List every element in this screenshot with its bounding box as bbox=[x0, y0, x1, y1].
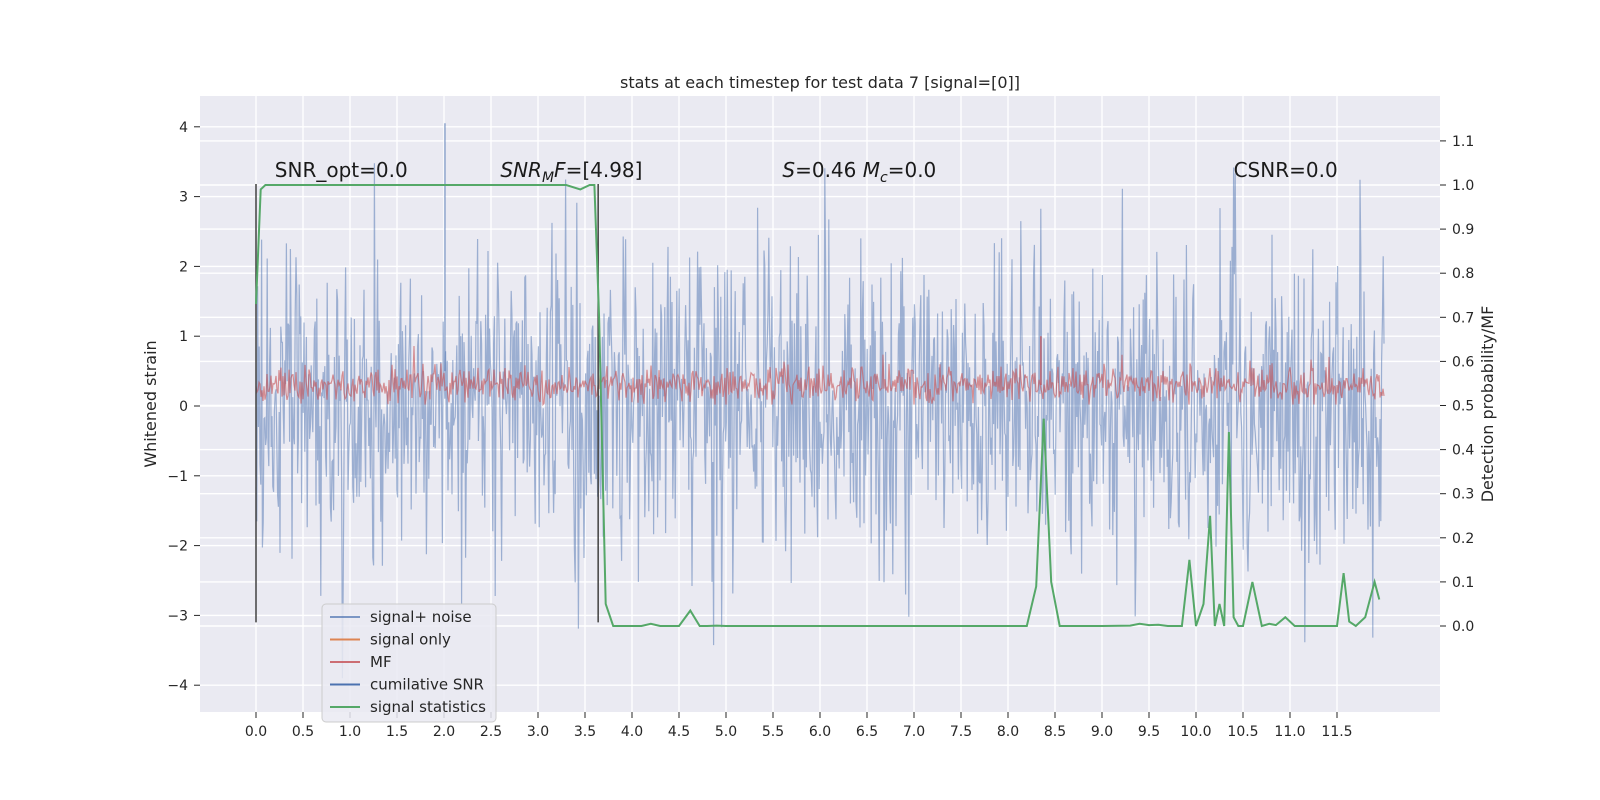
y-left-tick-label-0: 4 bbox=[179, 120, 188, 136]
y-right-tick-label-4: 0.7 bbox=[1452, 310, 1474, 326]
x-tick-label-4: 2.0 bbox=[433, 724, 455, 740]
x-tick-label-21: 10.5 bbox=[1227, 724, 1258, 740]
y-left-tick-label-7: −3 bbox=[167, 608, 188, 624]
x-tick-label-3: 1.5 bbox=[386, 724, 408, 740]
x-tick-label-23: 11.5 bbox=[1321, 724, 1352, 740]
chart-title: stats at each timestep for test data 7 [… bbox=[620, 73, 1020, 92]
y-right-tick-label-5: 0.6 bbox=[1452, 354, 1474, 370]
annotation-csnr-part-0: CSNR=0.0 bbox=[1234, 158, 1338, 182]
annotation-s-mc-part-4: =0.0 bbox=[888, 158, 937, 182]
y-right-tick-label-9: 0.2 bbox=[1452, 531, 1474, 547]
y-left-tick-label-1: 3 bbox=[179, 190, 188, 206]
annotation-snr-opt: SNR_opt=0.0 bbox=[275, 158, 408, 182]
annotation-snr-mf: SNRMF=[4.98] bbox=[500, 158, 642, 186]
legend-label-3: cumilative SNR bbox=[370, 676, 484, 694]
y-axis-right-title: Detection probability/MF bbox=[1478, 306, 1497, 503]
mf-line bbox=[255, 345, 1385, 407]
legend-label-2: MF bbox=[370, 653, 392, 671]
x-tick-label-20: 10.0 bbox=[1180, 724, 1211, 740]
y-left-tick-label-3: 1 bbox=[179, 329, 188, 345]
y-right-tick-label-8: 0.3 bbox=[1452, 487, 1474, 503]
x-tick-label-1: 0.5 bbox=[292, 724, 314, 740]
x-tick-label-19: 9.5 bbox=[1138, 724, 1160, 740]
annotation-snr-mf-part-3: =[4.98] bbox=[566, 158, 643, 182]
y-right-tick-label-3: 0.8 bbox=[1452, 266, 1474, 282]
y-right-axis-ticks: 1.1 1.0 0.9 0.8 0.7 0.6 0.5 0.4 0.3 0.2 0.1 0.0 bbox=[1440, 134, 1474, 635]
annotation-s-mc-part-3: c bbox=[880, 170, 888, 186]
x-tick-label-14: 7.0 bbox=[903, 724, 925, 740]
y-right-tick-label-10: 0.1 bbox=[1452, 575, 1474, 591]
annotation-s-mc-part-2: M bbox=[863, 158, 880, 182]
annotation-s-mc-part-1: =0.46 bbox=[795, 158, 863, 182]
x-tick-label-9: 4.5 bbox=[668, 724, 690, 740]
annotations: SNR_opt=0.0 SNRMF=[4.98] S=0.46 Mc=0.0 CSNR… bbox=[275, 158, 1338, 186]
legend: signal+ noise signal only MF cumilative SNR… bbox=[321, 603, 497, 723]
x-tick-label-16: 8.0 bbox=[997, 724, 1019, 740]
annotation-snr-mf-part-0: SNR bbox=[500, 158, 542, 182]
signal-statistics-line bbox=[255, 184, 1381, 628]
x-tick-label-8: 4.0 bbox=[621, 724, 643, 740]
annotation-s-mc-part-0: S bbox=[782, 158, 795, 182]
x-axis-ticks: 0.0 0.5 1.0 1.5 2.0 2.5 3.0 3.5 4.0 4.5 5.0 5.5 6.0 6… bbox=[245, 712, 1353, 740]
y-left-axis-ticks: 4 3 2 1 0 −1 −2 −3 −4 bbox=[167, 120, 200, 694]
y-left-tick-label-6: −2 bbox=[167, 539, 188, 555]
y-left-tick-label-8: −4 bbox=[167, 678, 188, 694]
x-tick-label-17: 8.5 bbox=[1044, 724, 1066, 740]
x-tick-label-22: 11.0 bbox=[1274, 724, 1305, 740]
legend-label-4: signal statistics bbox=[370, 698, 486, 716]
x-tick-label-10: 5.0 bbox=[715, 724, 737, 740]
annotation-snr-mf-part-2: F bbox=[554, 158, 566, 182]
annotation-snr-mf-part-1: M bbox=[542, 170, 554, 186]
y-right-tick-label-1: 1.0 bbox=[1452, 178, 1474, 194]
x-tick-label-7: 3.5 bbox=[574, 724, 596, 740]
y-left-tick-label-4: 0 bbox=[179, 399, 188, 415]
annotation-snr-opt-part-0: SNR_opt=0.0 bbox=[275, 158, 408, 182]
signal-statistics-series bbox=[255, 184, 1381, 628]
vertical-markers bbox=[255, 184, 599, 623]
legend-label-0: signal+ noise bbox=[370, 608, 472, 626]
x-tick-label-15: 7.5 bbox=[950, 724, 972, 740]
y-right-tick-label-11: 0.0 bbox=[1452, 619, 1474, 635]
x-tick-label-12: 6.0 bbox=[809, 724, 831, 740]
y-right-tick-label-7: 0.4 bbox=[1452, 443, 1474, 459]
annotation-s-mc: S=0.46 Mc=0.0 bbox=[782, 158, 936, 186]
x-tick-label-6: 3.0 bbox=[527, 724, 549, 740]
y-left-tick-label-2: 2 bbox=[179, 259, 188, 275]
y-left-tick-label-5: −1 bbox=[167, 469, 188, 485]
legend-box bbox=[321, 603, 497, 723]
x-tick-label-18: 9.0 bbox=[1091, 724, 1113, 740]
x-tick-label-11: 5.5 bbox=[762, 724, 784, 740]
x-tick-label-5: 2.5 bbox=[480, 724, 502, 740]
legend-label-1: signal only bbox=[370, 631, 451, 649]
y-right-tick-label-0: 1.1 bbox=[1452, 134, 1474, 150]
x-tick-label-2: 1.0 bbox=[339, 724, 361, 740]
y-axis-left-title: Whitened strain bbox=[141, 340, 160, 467]
annotation-csnr: CSNR=0.0 bbox=[1234, 158, 1338, 182]
y-right-tick-label-2: 0.9 bbox=[1452, 222, 1474, 238]
y-right-tick-label-6: 0.5 bbox=[1452, 399, 1474, 415]
x-tick-label-13: 6.5 bbox=[856, 724, 878, 740]
x-tick-label-0: 0.0 bbox=[245, 724, 267, 740]
mf-series bbox=[255, 336, 1385, 407]
